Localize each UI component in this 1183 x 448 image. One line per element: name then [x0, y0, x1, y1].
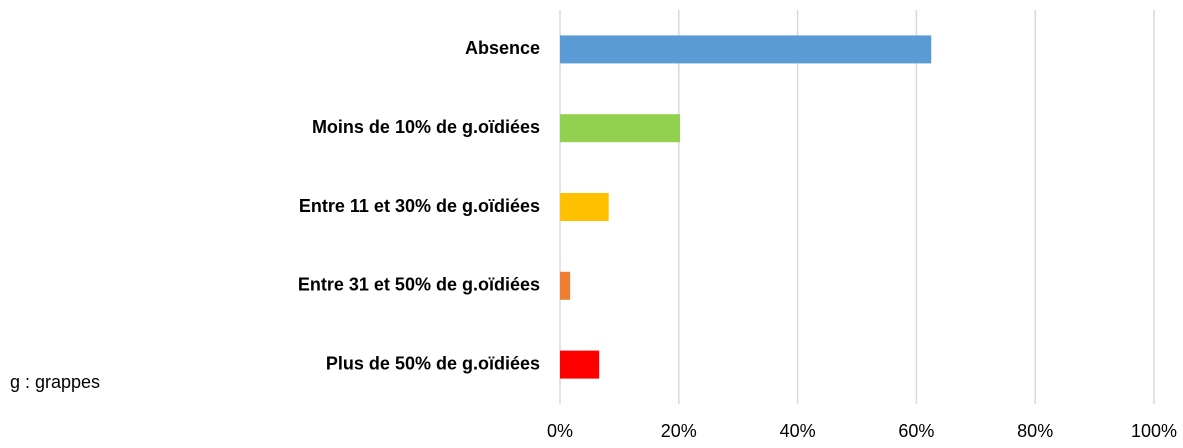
x-tick-label: 80% [1017, 421, 1053, 441]
y-tick-label: Entre 11 et 30% de g.oïdiées [299, 196, 540, 216]
y-tick-label: Moins de 10% de g.oïdiées [312, 117, 540, 137]
x-tick-label: 0% [547, 421, 573, 441]
y-tick-label: Entre 31 et 50% de g.oïdiées [298, 275, 540, 295]
bar [560, 114, 680, 143]
x-tick-label: 100% [1131, 421, 1177, 441]
bar [560, 35, 932, 64]
bar [560, 271, 571, 300]
bar [560, 350, 600, 379]
x-tick-label: 40% [780, 421, 816, 441]
bar [560, 193, 609, 221]
x-tick-label: 20% [661, 421, 697, 441]
x-tick-label: 60% [898, 421, 934, 441]
annotation: g : grappes [10, 372, 100, 392]
y-tick-label: Absence [465, 38, 540, 58]
y-tick-label: Plus de 50% de g.oïdiées [326, 353, 540, 373]
